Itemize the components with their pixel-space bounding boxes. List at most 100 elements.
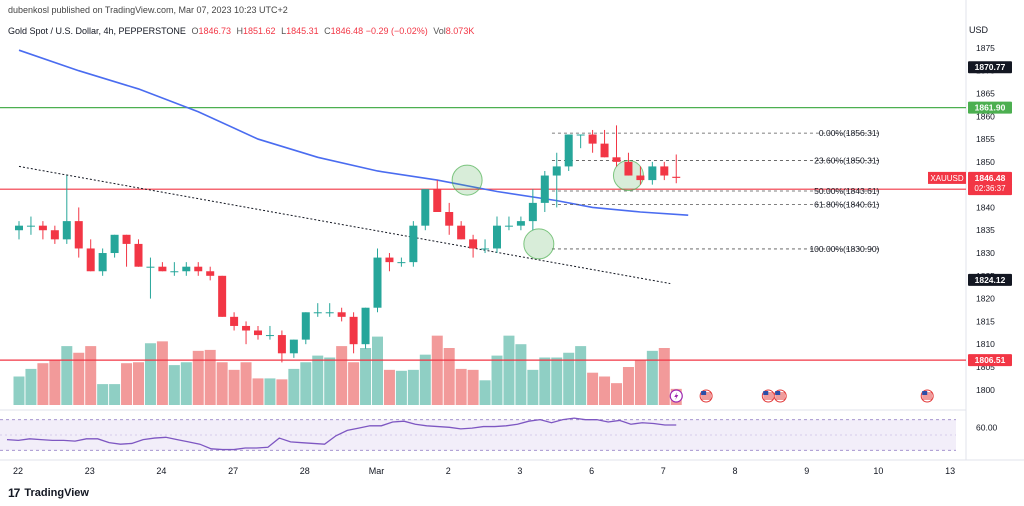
volume-bar bbox=[467, 369, 479, 405]
volume-bar bbox=[204, 349, 216, 405]
volume-bar bbox=[73, 352, 85, 405]
candle-body bbox=[576, 134, 585, 136]
candle-body bbox=[325, 312, 334, 314]
close-value: 1846.48 bbox=[330, 26, 364, 36]
level-price-tag bbox=[968, 354, 1012, 367]
highlight-circle bbox=[451, 164, 483, 196]
candle-body bbox=[612, 157, 621, 162]
us-flag-icon[interactable] bbox=[773, 389, 787, 403]
low-value: 1845.31 bbox=[286, 26, 319, 36]
rsi-line bbox=[6, 417, 677, 451]
volume-bar bbox=[395, 370, 407, 405]
candle-body bbox=[110, 234, 119, 254]
y-tick-label: 1840 bbox=[976, 202, 995, 212]
y-tick-label: 1875 bbox=[976, 43, 995, 53]
candle-body bbox=[301, 312, 310, 340]
candle-body bbox=[134, 243, 143, 267]
candle-body bbox=[349, 316, 358, 345]
volume-bar bbox=[180, 362, 192, 405]
symbol-info-line: Gold Spot / U.S. Dollar, 4h, PEPPERSTONE… bbox=[8, 26, 474, 36]
lightning-icon[interactable] bbox=[669, 389, 683, 403]
candle-body bbox=[457, 225, 466, 240]
volume-bar bbox=[587, 372, 599, 405]
volume-bar bbox=[383, 369, 395, 405]
y-tick-label: 1800 bbox=[976, 385, 995, 395]
volume-bar bbox=[407, 369, 419, 405]
candle-body bbox=[265, 335, 274, 337]
candle-body bbox=[146, 266, 155, 268]
level-price-label: 1861.90 bbox=[975, 103, 1006, 113]
candle-body bbox=[182, 266, 191, 272]
x-tick-label: 10 bbox=[873, 466, 883, 476]
us-flag-icon[interactable] bbox=[761, 389, 775, 403]
volume-bar bbox=[575, 346, 587, 405]
volume-bar bbox=[144, 343, 156, 405]
volume-bar bbox=[276, 379, 288, 405]
volume-bar bbox=[634, 360, 646, 405]
publisher-line: dubenkosl published on TradingView.com, … bbox=[8, 5, 288, 15]
y-tick-label: 1815 bbox=[976, 316, 995, 326]
fib-level-label: 50.00%(1843.61) bbox=[814, 186, 879, 196]
volume-bar bbox=[37, 363, 49, 405]
x-tick-label: Mar bbox=[369, 466, 385, 476]
volume-bar bbox=[443, 348, 455, 405]
volume-bar bbox=[49, 360, 61, 405]
rsi-tick-label: 60.00 bbox=[976, 422, 998, 432]
candle-body bbox=[122, 234, 131, 244]
candle-body bbox=[421, 189, 430, 226]
change-value: −0.29 (−0.02%) bbox=[365, 26, 428, 36]
open-value: 1846.73 bbox=[198, 26, 231, 36]
symbol-name[interactable]: Gold Spot / U.S. Dollar, 4h, PEPPERSTONE bbox=[8, 26, 186, 36]
candle-body bbox=[397, 262, 406, 264]
candle-body bbox=[86, 248, 95, 272]
volume-bar bbox=[551, 357, 563, 405]
candle-body bbox=[528, 202, 537, 222]
volume-bar bbox=[312, 355, 324, 405]
volume-bar bbox=[109, 384, 121, 405]
volume-bar bbox=[611, 383, 622, 405]
candle-body bbox=[660, 166, 669, 176]
candle-body bbox=[158, 266, 167, 272]
candle-body bbox=[170, 271, 179, 273]
candle-body bbox=[445, 212, 454, 226]
x-tick-label: 22 bbox=[13, 466, 23, 476]
volume-bar bbox=[455, 368, 467, 405]
candle-body bbox=[504, 225, 513, 227]
volume-bar bbox=[97, 384, 109, 405]
candle-body bbox=[289, 339, 298, 354]
volume-bar bbox=[360, 348, 372, 405]
y-tick-label: 1855 bbox=[976, 134, 995, 144]
volume-bar bbox=[133, 362, 144, 405]
volume-value: 8.073K bbox=[445, 26, 475, 36]
currency-label: USD bbox=[968, 25, 988, 35]
y-tick-label: 1820 bbox=[976, 294, 995, 304]
price-tag-label: 1870.77 bbox=[975, 62, 1006, 72]
us-flag-icon[interactable] bbox=[699, 389, 713, 403]
volume-bar bbox=[563, 352, 575, 405]
tradingview-brand[interactable]: 17 TradingView bbox=[8, 486, 89, 500]
candle-body bbox=[218, 275, 227, 317]
y-tick-label: 1850 bbox=[976, 157, 995, 167]
volume-bar bbox=[61, 346, 73, 405]
rsi-band bbox=[0, 419, 956, 451]
us-flag-icon[interactable] bbox=[920, 389, 934, 403]
volume-bar bbox=[240, 362, 252, 405]
candle-body bbox=[254, 330, 262, 336]
candle-body bbox=[385, 257, 394, 263]
x-tick-label: 7 bbox=[661, 466, 666, 476]
close-label: C bbox=[324, 26, 331, 36]
candle-body bbox=[98, 253, 107, 272]
volume-bar bbox=[85, 346, 97, 405]
volume-bar bbox=[431, 335, 443, 405]
candle-body bbox=[588, 134, 597, 144]
y-tick-label: 1805 bbox=[976, 362, 995, 372]
candle-body bbox=[361, 307, 370, 345]
x-tick-label: 13 bbox=[945, 466, 955, 476]
volume-bar bbox=[300, 362, 312, 405]
fib-level-label: 23.60%(1850.31) bbox=[814, 155, 879, 165]
candle-body bbox=[672, 176, 681, 178]
volume-bar bbox=[168, 365, 180, 405]
x-tick-label: 23 bbox=[85, 466, 95, 476]
volume-bar bbox=[503, 335, 515, 405]
